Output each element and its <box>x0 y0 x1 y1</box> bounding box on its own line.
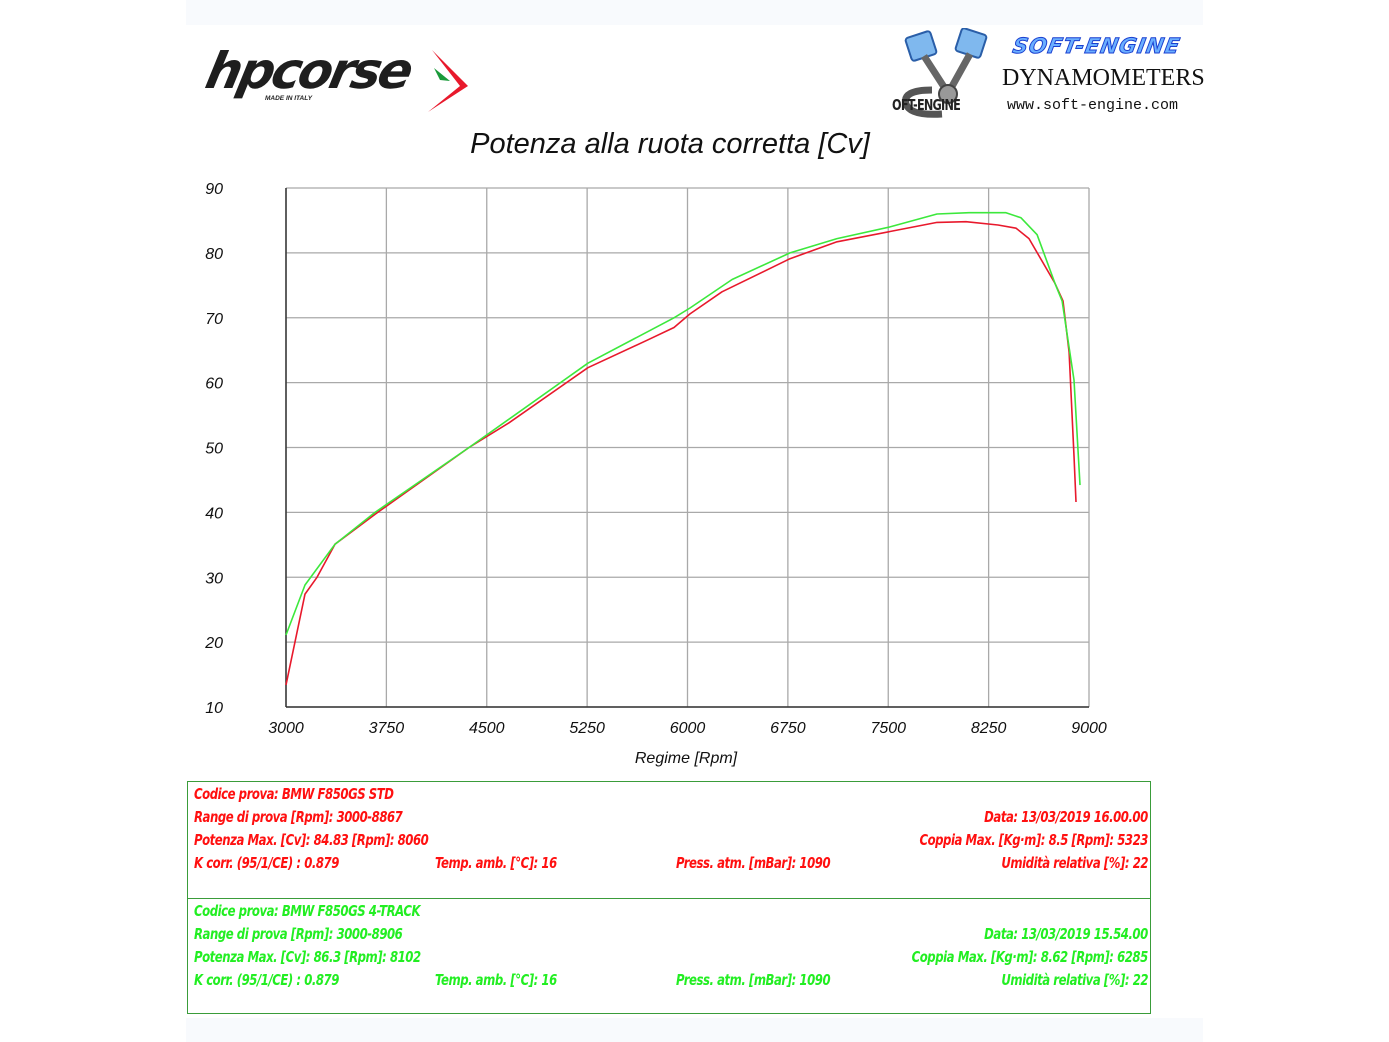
max-torque: Coppia Max. [Kg·m]: 8.5 [Rpm]: 5323 <box>919 831 1149 849</box>
x-tick-label: 4500 <box>469 720 505 737</box>
soft-engine-url: www.soft-engine.com <box>1007 97 1179 114</box>
k-correction: K corr. (95/1/CE) : 0.879 <box>194 854 339 872</box>
y-tick-label: 10 <box>205 700 223 717</box>
y-tick-label: 30 <box>205 570 223 587</box>
relative-humidity: Umidità relativa [%]: 22 <box>1001 854 1148 872</box>
chart-title: Potenza alla ruota corretta [Cv] <box>470 128 870 160</box>
engine-pistons-icon <box>902 28 988 118</box>
series-line-4track <box>285 211 1081 636</box>
test-date: Data: 13/03/2019 15.54.00 <box>984 925 1148 943</box>
test-block-4track: Codice prova: BMW F850GS 4-TRACK Range d… <box>188 899 1150 1015</box>
test-block-std: Codice prova: BMW F850GS STD Range di pr… <box>188 782 1150 899</box>
soft-engine-mark: OFT-ENGINE <box>892 96 961 114</box>
x-tick-label: 7500 <box>870 720 906 737</box>
y-tick-label: 60 <box>205 376 223 393</box>
x-tick-label: 6000 <box>670 720 706 737</box>
test-range: Range di prova [Rpm]: 3000-8867 <box>194 808 403 826</box>
y-tick-label: 40 <box>205 505 223 522</box>
test-code: Codice prova: BMW F850GS STD <box>194 785 394 803</box>
max-power: Potenza Max. [Cv]: 84.83 [Rpm]: 8060 <box>194 831 429 849</box>
max-power: Potenza Max. [Cv]: 86.3 [Rpm]: 8102 <box>194 948 421 966</box>
italian-flag-chevron-icon <box>428 50 468 112</box>
x-tick-label: 3000 <box>268 720 304 737</box>
power-curve-chart: 10 20 30 40 50 60 70 80 90 3000 3750 4500 5250 6000 6… <box>204 181 1107 767</box>
ambient-temp: Temp. amb. [°C]: 16 <box>435 854 557 872</box>
x-axis-ticks: 3000 3750 4500 5250 6000 6750 7500 8250 9000 <box>268 720 1107 737</box>
x-tick-label: 9000 <box>1071 720 1107 737</box>
x-tick-label: 6750 <box>770 720 806 737</box>
test-code: Codice prova: BMW F850GS 4-TRACK <box>194 902 421 920</box>
chart-axes <box>285 188 1089 708</box>
soft-engine-logo: SOFT-ENGINE DYNAMOMETERS OFT-ENGINE www.… <box>888 28 1205 123</box>
chart-grid <box>285 187 1090 708</box>
y-axis-ticks: 10 20 30 40 50 60 70 80 90 <box>204 181 223 717</box>
test-range: Range di prova [Rpm]: 3000-8906 <box>194 925 403 943</box>
chart-series <box>285 211 1081 686</box>
y-tick-label: 80 <box>205 246 223 263</box>
y-tick-label: 90 <box>205 181 223 198</box>
atm-pressure: Press. atm. [mBar]: 1090 <box>676 854 831 872</box>
k-correction: K corr. (95/1/CE) : 0.879 <box>194 971 339 989</box>
y-tick-label: 20 <box>204 635 223 652</box>
atm-pressure: Press. atm. [mBar]: 1090 <box>676 971 831 989</box>
test-info-panel: Codice prova: BMW F850GS STD Range di pr… <box>187 781 1151 1014</box>
soft-engine-subtitle: DYNAMOMETERS <box>1002 65 1205 91</box>
hpcorse-tagline: MADE IN ITALY <box>265 95 313 102</box>
y-tick-label: 70 <box>205 311 223 328</box>
x-tick-label: 8250 <box>971 720 1007 737</box>
x-tick-label: 3750 <box>369 720 405 737</box>
y-tick-label: 50 <box>205 441 223 458</box>
series-line-std <box>285 220 1077 686</box>
x-tick-label: 5250 <box>569 720 605 737</box>
ambient-temp: Temp. amb. [°C]: 16 <box>435 971 557 989</box>
test-date: Data: 13/03/2019 16.00.00 <box>984 808 1148 826</box>
hpcorse-logo: hpcorse MADE IN ITALY <box>201 42 475 122</box>
relative-humidity: Umidità relativa [%]: 22 <box>1001 971 1148 989</box>
max-torque: Coppia Max. [Kg·m]: 8.62 [Rpm]: 6285 <box>911 948 1149 966</box>
x-axis-label: Regime [Rpm] <box>635 750 738 767</box>
